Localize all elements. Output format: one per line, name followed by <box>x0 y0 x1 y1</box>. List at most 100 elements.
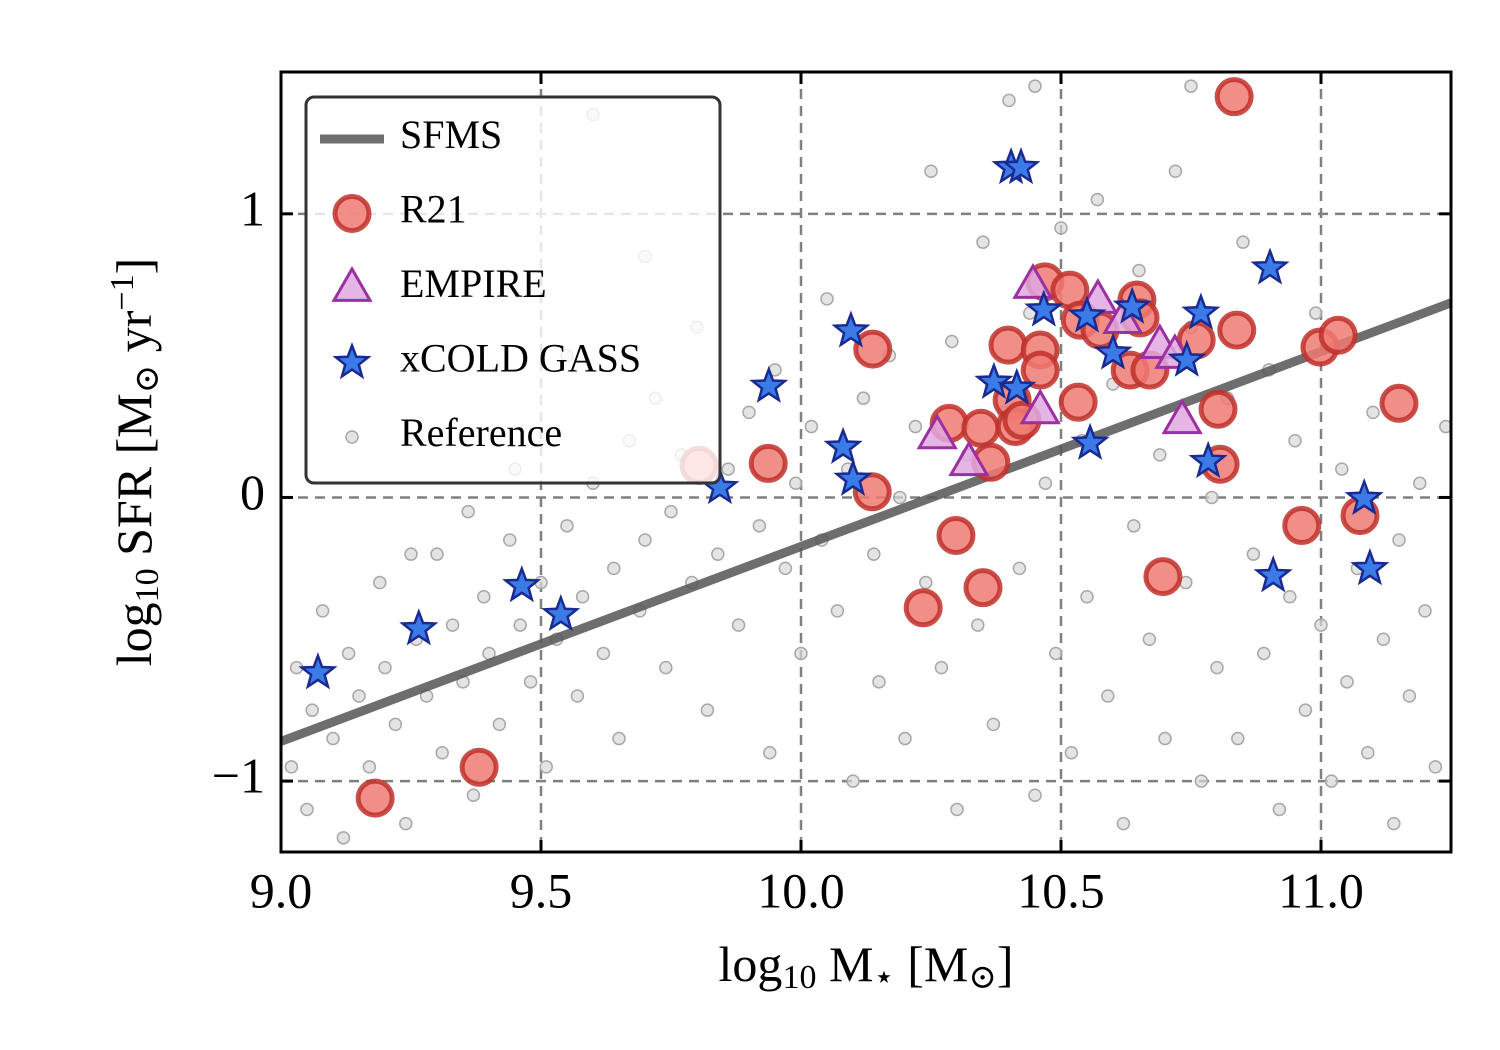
reference-point <box>1064 745 1079 760</box>
reference-point <box>596 646 611 661</box>
reference-point <box>731 618 746 632</box>
xcoldgass-point <box>1001 147 1041 185</box>
reference-point <box>1231 731 1245 746</box>
xcoldgass-point <box>1250 247 1290 285</box>
reference-point <box>1002 93 1016 108</box>
reference-point <box>659 660 673 675</box>
reference-point <box>763 745 777 760</box>
xcoldgass-point <box>1344 478 1384 516</box>
reference-point <box>466 788 481 803</box>
reference-point <box>934 660 949 675</box>
reference-point <box>778 561 793 576</box>
reference-point <box>1402 689 1417 703</box>
reference-point <box>1366 405 1380 420</box>
xcoldgass-point <box>833 458 873 497</box>
reference-point <box>976 235 990 249</box>
reference-point <box>315 604 330 618</box>
legend-box <box>304 95 722 485</box>
label-part: 10 <box>782 959 816 996</box>
r21-point <box>853 329 893 369</box>
reference-point <box>1116 816 1131 831</box>
reference-point <box>638 533 652 547</box>
xcoldgass-point <box>1181 292 1221 330</box>
r21-point <box>1217 310 1257 350</box>
reference-point <box>404 547 418 561</box>
reference-point <box>435 745 449 760</box>
legend-label: EMPIRE <box>400 261 547 306</box>
reference-point <box>430 547 444 561</box>
reference-point <box>1283 589 1297 604</box>
reference-point <box>1049 646 1063 661</box>
r21-point <box>1020 350 1060 390</box>
reference-point <box>986 717 1001 732</box>
empire-point <box>916 413 958 450</box>
reference-point <box>867 547 881 561</box>
reference-point <box>539 760 553 774</box>
reference-point <box>1101 689 1115 703</box>
reference-point <box>856 391 871 405</box>
r21-point <box>1058 382 1098 422</box>
label-part: log <box>719 936 783 992</box>
r21-point <box>1214 77 1254 117</box>
reference-point <box>846 774 860 788</box>
plot-area <box>281 77 1451 845</box>
xcoldgass-point <box>1253 555 1293 593</box>
reference-point <box>1335 462 1349 476</box>
xcoldgass-point <box>974 361 1014 400</box>
reference-point <box>752 519 767 533</box>
xcoldgass-point <box>1167 339 1207 377</box>
reference-point <box>362 760 377 774</box>
label-part: [M <box>895 936 969 992</box>
xcoldgass-point <box>749 365 789 403</box>
r21-point <box>748 443 788 483</box>
label-part: ] <box>997 936 1014 992</box>
x-axis-label: log10 M⋆ [M⊙] <box>719 936 1014 996</box>
label-part: log <box>106 602 162 666</box>
reference-point <box>1340 675 1354 689</box>
reference-point <box>1257 646 1271 661</box>
xcoldgass-point <box>399 608 439 646</box>
empire-point <box>1012 263 1054 299</box>
r21-point <box>1379 383 1419 423</box>
reference-point <box>1132 263 1146 278</box>
reference-point <box>700 703 715 717</box>
reference-point <box>1038 476 1053 491</box>
reference-point <box>664 504 678 519</box>
label-part: M <box>816 936 873 992</box>
reference-point <box>1236 235 1250 249</box>
reference-point <box>305 703 319 717</box>
label-part: yr <box>106 310 162 365</box>
legend-label: xCOLD GASS <box>400 336 641 381</box>
xcoldgass-point <box>541 594 581 632</box>
xcoldgass-point <box>1188 440 1228 479</box>
reference-point <box>830 604 845 618</box>
reference-point <box>399 816 413 831</box>
reference-point <box>950 802 964 817</box>
reference-point <box>919 575 933 590</box>
reference-point <box>1314 618 1328 632</box>
reference-point <box>1288 433 1302 448</box>
reference-point <box>336 831 351 845</box>
xcoldgass-point <box>1093 332 1133 370</box>
legend-label: Reference <box>400 410 562 455</box>
xcoldgass-point <box>1112 286 1152 324</box>
xcoldgass-point <box>1024 289 1064 327</box>
reference-point <box>794 646 808 661</box>
label-part: ⊙ <box>129 365 166 394</box>
r21-point <box>1198 389 1238 429</box>
reference-point <box>804 419 819 434</box>
reference-point <box>1210 660 1224 675</box>
legend-label: SFMS <box>400 112 502 157</box>
reference-point <box>1272 802 1287 817</box>
r21-point <box>963 568 1003 608</box>
r21-point <box>1143 557 1183 597</box>
legend-label: R21 <box>400 187 467 232</box>
reference-point <box>945 334 959 349</box>
reference-point <box>1158 731 1172 746</box>
xcoldgass-point <box>997 367 1037 405</box>
reference-point <box>1153 448 1167 462</box>
reference-point <box>1080 589 1094 604</box>
reference-point <box>352 689 366 703</box>
r21-point <box>936 515 976 555</box>
